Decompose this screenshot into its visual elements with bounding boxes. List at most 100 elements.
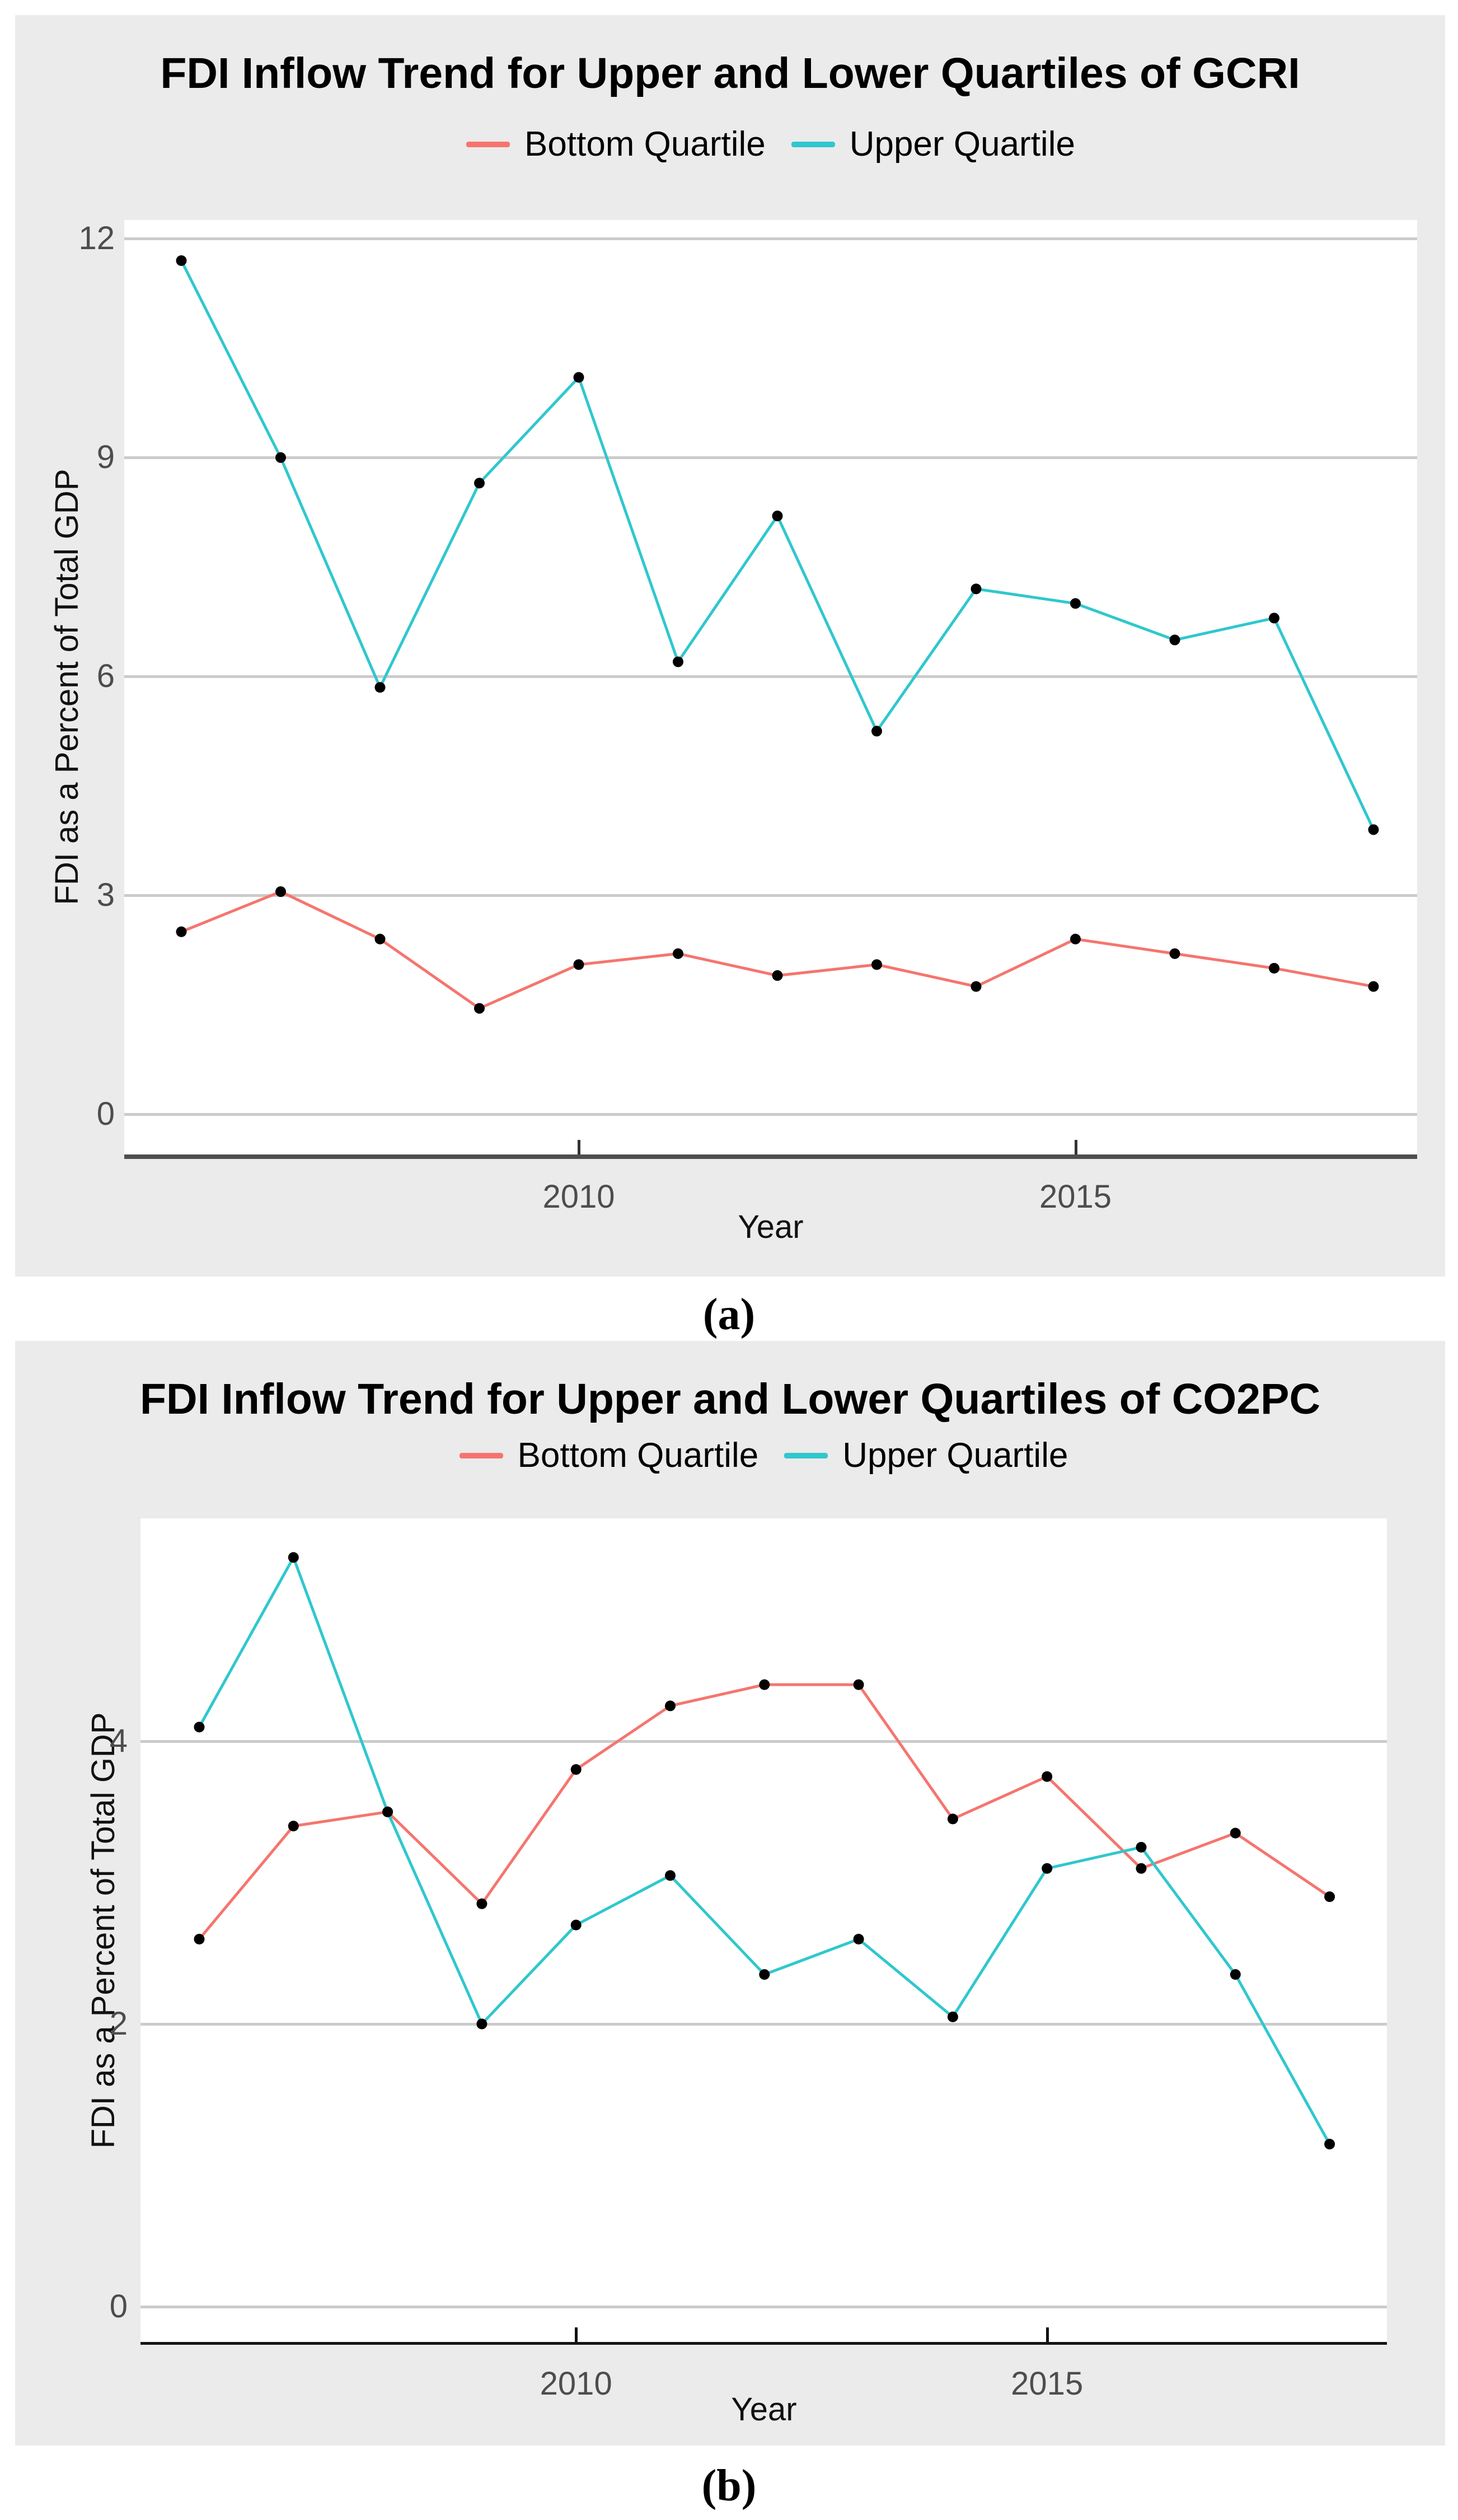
- x-tick-mark: [1046, 2327, 1049, 2342]
- data-point: [759, 1679, 770, 1690]
- data-point: [1042, 1771, 1053, 1782]
- data-point: [1368, 824, 1379, 835]
- x-axis-title: Year: [738, 1209, 804, 1245]
- data-point: [772, 970, 783, 981]
- data-point: [1324, 1891, 1335, 1902]
- legend-swatch-bottom-quartile: [459, 1453, 503, 1458]
- series-line-upper-quartile: [180, 260, 1375, 830]
- figure-panel-b: FDI Inflow Trend for Upper and Lower Qua…: [15, 1341, 1445, 2446]
- x-tick-label: 2010: [542, 1179, 615, 1215]
- data-point: [971, 981, 982, 992]
- legend: Bottom Quartile Upper Quartile: [124, 126, 1417, 163]
- x-tick-mark: [575, 2327, 578, 2342]
- legend-swatch-upper-quartile: [791, 142, 835, 147]
- figure-panel-a: FDI Inflow Trend for Upper and Lower Qua…: [15, 15, 1445, 1277]
- data-point: [275, 886, 286, 897]
- data-point: [1368, 981, 1379, 992]
- legend-label: Bottom Quartile: [524, 125, 766, 163]
- data-point: [673, 948, 683, 959]
- x-tick-mark: [1074, 1140, 1077, 1154]
- data-point: [673, 656, 683, 667]
- data-point: [176, 926, 187, 937]
- gridline-y-0: [140, 2306, 1387, 2308]
- data-point: [759, 1969, 770, 1980]
- data-point: [1070, 933, 1081, 945]
- y-tick-label: 0: [96, 1096, 115, 1132]
- plot-area: [140, 1518, 1387, 2345]
- data-point: [573, 959, 584, 970]
- data-point: [871, 726, 882, 737]
- data-point: [665, 1870, 676, 1881]
- gridline-y-2: [140, 2023, 1387, 2026]
- x-tick-label: 2010: [540, 2365, 612, 2402]
- series-plot-svg: [176, 255, 1379, 1014]
- series-plot-svg: [194, 1552, 1335, 2150]
- chart-title: FDI Inflow Trend for Upper and Lower Qua…: [160, 49, 1300, 97]
- data-point: [382, 1806, 393, 1817]
- data-point: [1230, 1827, 1241, 1839]
- y-tick-label: 3: [96, 877, 115, 914]
- legend-item-bottom-quartile: Bottom Quartile: [459, 1436, 759, 1475]
- data-point: [971, 583, 982, 595]
- data-point: [1324, 2139, 1335, 2150]
- legend-label: Upper Quartile: [842, 1436, 1068, 1475]
- data-point: [474, 1003, 485, 1014]
- y-axis-title: FDI as a Percent of Total GDP: [85, 1712, 121, 2149]
- data-point: [1269, 962, 1279, 974]
- data-point: [1070, 598, 1081, 609]
- data-point: [1136, 1863, 1147, 1874]
- data-point: [1269, 613, 1279, 624]
- series-line-bottom-quartile: [181, 890, 1374, 1010]
- x-tick-label: 2015: [1039, 1179, 1112, 1215]
- data-point: [772, 511, 783, 522]
- data-point: [374, 682, 386, 693]
- data-point: [947, 1813, 958, 1825]
- legend: Bottom Quartile Upper Quartile: [140, 1437, 1387, 1474]
- data-point: [474, 478, 485, 489]
- y-tick-label: 0: [109, 2288, 128, 2325]
- series-line-upper-quartile: [198, 1554, 1331, 2145]
- legend-label: Bottom Quartile: [517, 1436, 759, 1475]
- data-point: [573, 372, 584, 383]
- data-point: [1136, 1841, 1147, 1853]
- data-point: [194, 1722, 205, 1733]
- x-tick-mark: [578, 1140, 580, 1154]
- data-point: [853, 1679, 864, 1690]
- data-point: [288, 1552, 299, 1563]
- data-point: [476, 1898, 487, 1909]
- data-point: [1169, 634, 1180, 646]
- data-point: [476, 2018, 487, 2030]
- data-point: [176, 255, 187, 266]
- y-tick-label: 6: [96, 658, 115, 695]
- data-point: [871, 959, 882, 970]
- data-point: [275, 452, 286, 463]
- legend-swatch-upper-quartile: [784, 1453, 828, 1458]
- data-point: [288, 1821, 299, 1831]
- y-tick-label: 2: [109, 2005, 128, 2042]
- legend-label: Upper Quartile: [849, 125, 1075, 163]
- legend-item-bottom-quartile: Bottom Quartile: [466, 127, 766, 162]
- caption-a: (a): [702, 1290, 756, 1339]
- chart-title: FDI Inflow Trend for Upper and Lower Qua…: [139, 1375, 1321, 1423]
- y-tick-label: 9: [96, 439, 115, 476]
- gridline-y-4: [140, 1740, 1387, 1743]
- plot-area: [124, 220, 1417, 1159]
- data-point: [570, 1764, 582, 1775]
- data-point: [1042, 1863, 1053, 1874]
- data-point: [374, 933, 386, 945]
- data-point: [853, 1934, 864, 1944]
- x-tick-label: 2015: [1011, 2365, 1084, 2402]
- data-point: [194, 1934, 205, 1944]
- gridline-y-0: [124, 1113, 1417, 1116]
- legend-item-upper-quartile: Upper Quartile: [784, 1438, 1068, 1473]
- legend-swatch-bottom-quartile: [466, 142, 510, 147]
- data-point: [570, 1919, 582, 1930]
- data-point: [665, 1700, 676, 1712]
- data-point: [1230, 1969, 1241, 1980]
- x-axis-title: Year: [731, 2391, 797, 2428]
- y-tick-label: 12: [78, 220, 115, 257]
- caption-b: (b): [701, 2461, 757, 2510]
- y-tick-label: 4: [109, 1723, 128, 1759]
- series-line-bottom-quartile: [198, 1683, 1330, 1941]
- gridline-y-6: [124, 675, 1417, 679]
